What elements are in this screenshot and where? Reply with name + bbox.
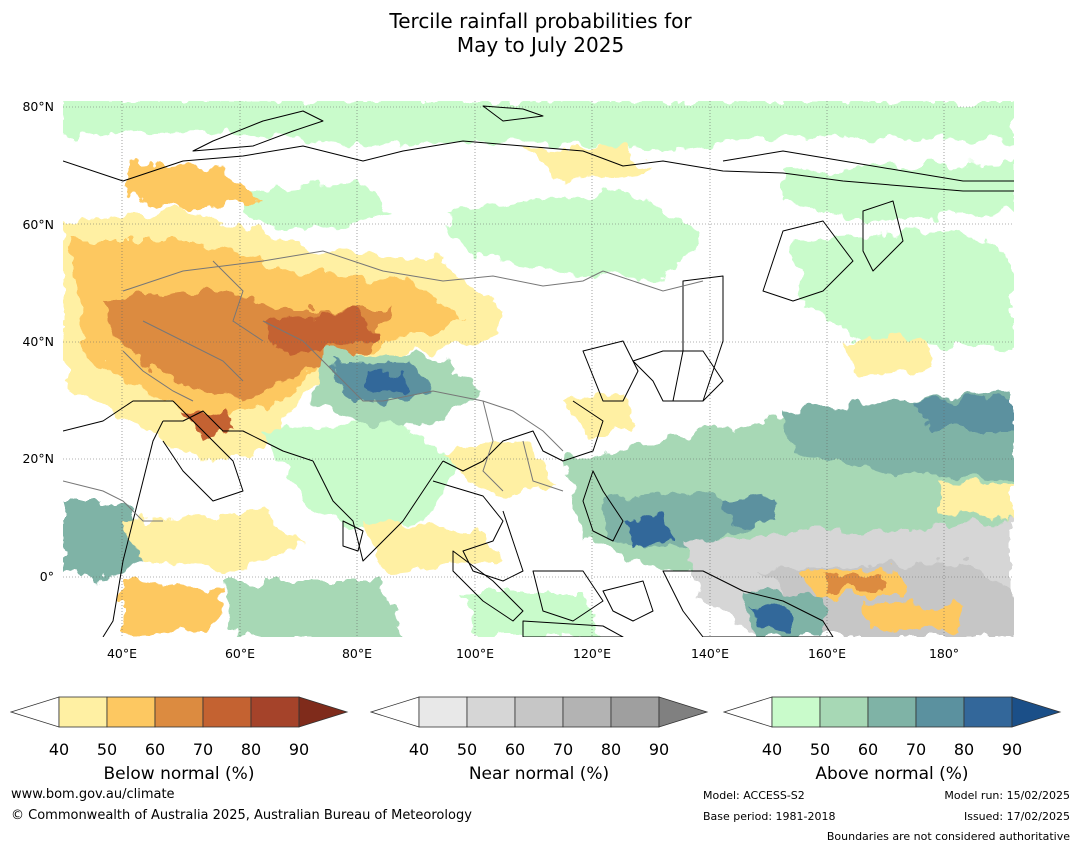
colorbar-near-caption: Near normal (%) [468,764,610,784]
colorbar-near-low-triangle [369,696,420,728]
colorbar-near-normal: 40 50 60 70 80 90 Near normal (%) [369,696,710,786]
lat-label-80n: 80°N [22,99,54,114]
footer-base-period: Base period: 1981-2018 [703,810,836,823]
colorbar-near-swatch-1 [418,696,468,728]
colorbar-below-tick: 50 [96,740,118,759]
colorbar-near-swatch-3 [514,696,564,728]
lon-label-40e: 40°E [106,646,138,661]
colorbar-near-tick: 60 [504,740,526,759]
colorbar-above-normal: 40 50 60 70 80 90 Above normal (%) [722,696,1063,786]
colorbar-below-tick: 90 [288,740,310,759]
colorbar-below-tick: 80 [240,740,262,759]
map-title: Tercile rainfall probabilities for May t… [0,9,1081,57]
colorbar-below-tick: 40 [48,740,70,759]
colorbar-below-high-triangle [298,696,349,728]
colorbar-above-caption: Above normal (%) [815,764,969,784]
colorbar-above-swatch-4 [915,696,965,728]
colorbar-above-low-triangle [722,696,773,728]
title-line-2: May to July 2025 [456,33,625,57]
lon-label-60e: 60°E [224,646,256,661]
footer-model-run: Model run: 15/02/2025 [944,789,1070,802]
colorbar-near-tick: 80 [600,740,622,759]
probability-map [63,101,1014,637]
colorbar-below-tick: 60 [144,740,166,759]
colorbar-near-high-triangle [658,696,709,728]
colorbar-near-tick: 50 [456,740,478,759]
lon-label-80e: 80°E [341,646,373,661]
colorbar-above-tick: 60 [857,740,879,759]
probability-shading [63,101,1014,637]
footer-issued: Issued: 17/02/2025 [963,810,1070,823]
colorbar-near-tick: 90 [648,740,670,759]
colorbar-below-swatch-5 [250,696,300,728]
colorbar-above-high-triangle [1011,696,1062,728]
colorbar-below-swatches [9,696,349,728]
colorbar-below-normal: 40 50 60 70 80 90 Below normal (%) [9,696,350,786]
lat-label-60n: 60°N [22,217,54,232]
colorbar-above-swatch-3 [867,696,917,728]
colorbar-above-tick: 90 [1001,740,1023,759]
footer-website-link[interactable]: www.bom.gov.au/climate [11,787,175,802]
lat-label-0: 0° [39,569,54,584]
footer-model: Model: ACCESS-S2 [703,789,805,802]
lat-label-40n: 40°N [22,334,54,349]
colorbar-near-swatch-2 [466,696,516,728]
colorbar-above-tick: 40 [761,740,783,759]
colorbar-near-swatches [369,696,709,728]
colorbar-below-swatch-2 [106,696,156,728]
lon-label-100e: 100°E [455,646,494,661]
lat-label-20n: 20°N [22,451,54,466]
colorbar-above-swatch-5 [963,696,1013,728]
colorbar-below-swatch-4 [202,696,252,728]
lon-label-160e: 160°E [807,646,846,661]
colorbar-below-low-triangle [9,696,60,728]
colorbar-near-tick: 70 [552,740,574,759]
colorbar-above-swatch-1 [771,696,821,728]
country-borders [63,250,704,522]
footer-copyright: © Commonwealth of Australia 2025, Austra… [11,808,472,823]
lon-label-140e: 140°E [690,646,729,661]
graticule [63,101,1014,637]
coastlines [63,105,1014,637]
footer-disclaimer: Boundaries are not considered authoritat… [826,830,1070,843]
colorbar-near-swatch-5 [610,696,660,728]
colorbar-above-tick: 50 [809,740,831,759]
colorbar-above-swatches [722,696,1062,728]
colorbar-below-tick: 70 [192,740,214,759]
colorbar-above-tick: 80 [953,740,975,759]
colorbar-below-swatch-3 [154,696,204,728]
colorbar-near-tick: 40 [408,740,430,759]
map-canvas [63,101,1014,637]
title-line-1: Tercile rainfall probabilities for [389,9,692,33]
lon-label-180: 180° [928,646,960,661]
lon-label-120e: 120°E [572,646,611,661]
colorbar-below-caption: Below normal (%) [103,764,255,784]
colorbar-below-swatch-1 [58,696,108,728]
colorbar-near-swatch-4 [562,696,612,728]
colorbar-above-tick: 70 [905,740,927,759]
colorbar-above-swatch-2 [819,696,869,728]
